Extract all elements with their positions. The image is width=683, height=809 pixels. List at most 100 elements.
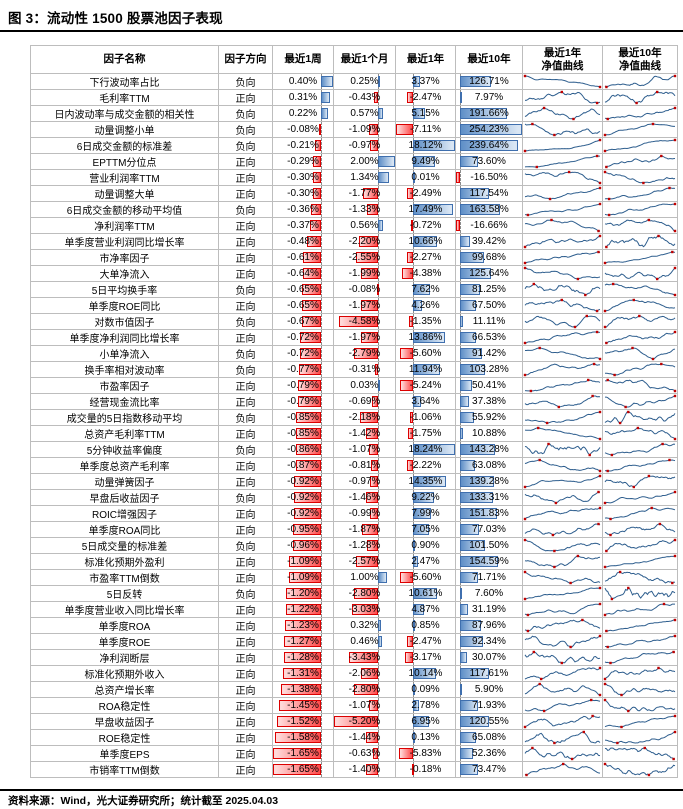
databar-axis (321, 506, 323, 521)
sparkline-1y-cell (522, 297, 603, 314)
factor-name-cell: 小单净流入 (30, 345, 219, 362)
nav-curve-10y-chart (604, 282, 677, 297)
databar-axis (321, 410, 323, 425)
negative-databar (285, 620, 322, 631)
negative-databar (296, 444, 322, 455)
value-text: -0.77% (287, 364, 319, 375)
sparkline-1y-cell (522, 345, 603, 362)
value-cell: 7.05% (395, 521, 456, 538)
value-text: 91.42% (472, 348, 506, 359)
value-cell: -1.75% (395, 425, 456, 442)
value-cell: 0.22% (272, 105, 334, 122)
value-cell: 30.07% (455, 649, 523, 666)
nav-curve-10y-chart (604, 506, 676, 521)
databar-axis (378, 138, 380, 153)
value-cell: -0.85% (272, 425, 334, 442)
table-row: 市盈率因子 正向 -0.79% 0.03% -5.24% 50.41% (30, 377, 678, 394)
negative-databar (396, 124, 413, 135)
nav-curve-1y-chart (524, 618, 601, 633)
value-text: 2.47% (411, 556, 440, 567)
negative-databar (312, 156, 322, 167)
sparkline-1y-cell (522, 121, 603, 138)
value-cell: 50.41% (455, 377, 523, 394)
nav-curve-10y-chart (605, 362, 676, 377)
databar-axis (378, 522, 380, 537)
table-row: 动量弹簧因子 正向 -0.92% -0.97% 14.35% 139.28% (30, 473, 678, 490)
negative-databar (300, 332, 322, 343)
value-text: 37.38% (472, 396, 506, 407)
positive-databar (412, 508, 432, 519)
sparkline-10y-cell (602, 633, 678, 650)
value-cell: 73.60% (455, 153, 523, 170)
positive-databar (460, 412, 474, 423)
value-cell: -0.69% (333, 393, 396, 410)
table-row: 5分钟收益率偏度 负向 -0.86% -1.07% 18.24% 143.28% (30, 441, 678, 458)
factor-name-cell: 单季度ROE同比 (30, 297, 219, 314)
sparkline-1y-cell (522, 409, 603, 426)
value-text: -2.49% (409, 188, 442, 199)
sparkline-1y-cell (522, 697, 603, 714)
factor-name-cell: 营业利润率TTM (30, 169, 219, 186)
nav-curve-1y-chart (523, 538, 601, 553)
databar-axis (378, 602, 380, 617)
databar-axis (378, 714, 380, 729)
factor-direction-cell: 正向 (218, 713, 273, 730)
value-cell: -2.57% (333, 553, 396, 570)
value-text: 0.13% (411, 732, 440, 743)
databar-axis (321, 170, 323, 185)
value-cell: 67.50% (455, 297, 523, 314)
value-text: 17.49% (408, 204, 443, 215)
negative-databar (400, 380, 413, 391)
value-text: -1.09% (287, 572, 319, 583)
positive-databar (460, 748, 473, 759)
negative-databar (361, 332, 379, 343)
value-cell: 5.15% (395, 105, 456, 122)
value-text: -0.86% (287, 444, 319, 455)
table-row: 总资产增长率 正向 -1.38% -2.80% 0.09% 5.90% (30, 681, 678, 698)
negative-databar (315, 140, 322, 151)
value-text: 65.08% (472, 732, 506, 743)
value-text: -2.80% (348, 588, 381, 599)
nav-curve-1y-chart (523, 138, 602, 153)
negative-databar (408, 428, 413, 439)
positive-databar (460, 572, 478, 583)
value-cell: -7.11% (395, 121, 456, 138)
negative-databar (301, 316, 322, 327)
value-cell: -1.97% (333, 297, 396, 314)
value-text: 239.64% (469, 140, 509, 151)
positive-databar (460, 588, 463, 599)
nav-curve-1y-chart (523, 570, 601, 585)
sparkline-10y-cell (602, 601, 678, 618)
value-cell: -0.30% (272, 185, 334, 202)
sparkline-10y-cell (602, 761, 678, 778)
databar-axis (412, 250, 414, 265)
value-cell: 87.96% (455, 617, 523, 634)
value-text: 66.53% (472, 332, 506, 343)
value-text: -16.66% (470, 220, 508, 231)
sparkline-1y-cell (522, 473, 603, 490)
sparkline-10y-cell (602, 233, 678, 250)
value-text: 133.31% (469, 492, 509, 503)
factor-name-cell: 成交量的5日指数移动平均 (30, 409, 219, 426)
negative-databar (348, 652, 379, 663)
value-cell: -1.40% (333, 761, 396, 778)
databar-axis (378, 458, 380, 473)
databar-axis (412, 218, 414, 233)
sparkline-10y-cell (602, 249, 678, 266)
value-text: -0.97% (348, 476, 381, 487)
value-cell: -0.48% (272, 233, 334, 250)
value-cell: 2.47% (395, 553, 456, 570)
value-text: -1.28% (287, 652, 319, 663)
value-cell: 11.11% (455, 313, 523, 330)
positive-databar (460, 156, 478, 167)
value-text: 151.83% (469, 508, 509, 519)
value-cell: -2.55% (333, 249, 396, 266)
value-text: -5.83% (409, 748, 442, 759)
sparkline-1y-cell (522, 185, 603, 202)
nav-curve-1y-chart (524, 154, 600, 169)
negative-databar (359, 236, 379, 247)
value-cell: -1.20% (272, 585, 334, 602)
value-text: -0.29% (287, 156, 319, 167)
sparkline-10y-cell (602, 441, 678, 458)
nav-curve-10y-chart (603, 122, 675, 137)
